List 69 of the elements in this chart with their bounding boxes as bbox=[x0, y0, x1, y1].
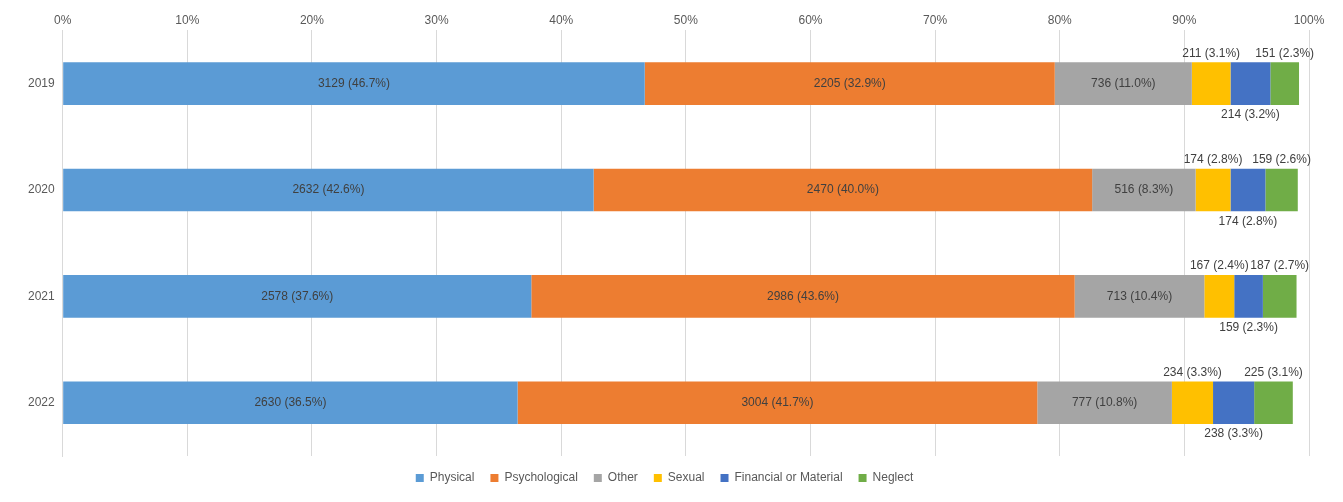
bar bbox=[1054, 62, 1192, 105]
data-label: 174 (2.8%) bbox=[1218, 213, 1278, 228]
data-label: 2630 (36.5%) bbox=[254, 395, 327, 410]
x-tick-label: 0% bbox=[54, 12, 72, 27]
bar bbox=[1171, 381, 1214, 425]
bar bbox=[531, 275, 1075, 318]
bar bbox=[1230, 62, 1271, 105]
data-label: 187 (2.7%) bbox=[1250, 258, 1310, 273]
y-tick-label: 2019 bbox=[27, 75, 56, 90]
data-label: 3129 (46.7%) bbox=[317, 75, 390, 90]
data-label: 736 (11.0%) bbox=[1091, 75, 1156, 90]
data-label: 151 (2.3%) bbox=[1255, 45, 1315, 60]
bar bbox=[517, 381, 1038, 425]
data-label: 2578 (37.6%) bbox=[261, 288, 334, 303]
x-tick-label: 20% bbox=[299, 12, 325, 27]
bar bbox=[1270, 62, 1300, 105]
x-tick-label: 50% bbox=[673, 12, 699, 27]
data-label: 2986 (43.6%) bbox=[766, 288, 840, 303]
x-tick-label: 80% bbox=[1047, 12, 1073, 27]
data-label: 174 (2.8%) bbox=[1183, 152, 1243, 167]
data-label: 167 (2.4%) bbox=[1189, 258, 1249, 273]
data-label: 2470 (40.0%) bbox=[806, 182, 879, 197]
bar bbox=[1191, 62, 1231, 105]
bar bbox=[1037, 381, 1172, 425]
x-tick-label: 90% bbox=[1172, 12, 1197, 27]
bar bbox=[63, 62, 645, 105]
bar bbox=[63, 275, 532, 318]
x-tick-label: 60% bbox=[798, 12, 823, 27]
data-label: 713 (10.4%) bbox=[1106, 288, 1173, 303]
data-label: 211 (3.1%) bbox=[1182, 45, 1241, 60]
bar bbox=[1254, 381, 1293, 425]
data-label: 214 (3.2%) bbox=[1221, 107, 1280, 122]
y-tick-label: 2020 bbox=[27, 182, 56, 197]
bar bbox=[63, 381, 518, 425]
x-tick-label: 10% bbox=[175, 12, 200, 27]
data-label: 777 (10.8%) bbox=[1071, 395, 1138, 410]
legend-label: Sexual bbox=[667, 470, 705, 485]
bar bbox=[1265, 168, 1298, 212]
bar bbox=[63, 168, 594, 212]
legend-label: Physical bbox=[429, 470, 475, 485]
data-label: 2205 (32.9%) bbox=[813, 75, 886, 90]
data-label: 225 (3.1%) bbox=[1244, 364, 1303, 379]
x-tick-label: 100% bbox=[1293, 12, 1325, 27]
data-label: 159 (2.6%) bbox=[1252, 152, 1311, 167]
bar bbox=[1195, 168, 1231, 212]
bar bbox=[1230, 168, 1266, 212]
bar bbox=[1262, 275, 1297, 318]
data-label: 238 (3.3%) bbox=[1204, 426, 1263, 441]
bar bbox=[1234, 275, 1263, 318]
x-tick-label: 70% bbox=[923, 12, 948, 27]
x-tick-label: 30% bbox=[424, 12, 449, 27]
data-label: 2632 (42.6%) bbox=[292, 182, 365, 197]
data-label: 234 (3.3%) bbox=[1163, 364, 1222, 379]
bar bbox=[1074, 275, 1205, 318]
legend-label: Financial or Material bbox=[734, 470, 843, 485]
y-tick-label: 2021 bbox=[27, 288, 56, 303]
bar bbox=[1213, 381, 1255, 425]
bar bbox=[1092, 168, 1196, 212]
bar bbox=[1204, 275, 1235, 318]
x-tick-label: 40% bbox=[549, 12, 574, 27]
y-tick-label: 2022 bbox=[27, 395, 56, 410]
data-label: 3004 (41.7%) bbox=[741, 395, 814, 410]
data-label: 159 (2.3%) bbox=[1219, 319, 1278, 334]
legend-label: Neglect bbox=[872, 470, 914, 485]
data-label: 516 (8.3%) bbox=[1114, 182, 1174, 197]
legend-label: Psychological bbox=[504, 470, 578, 485]
bar bbox=[593, 168, 1093, 212]
legend-label: Other bbox=[607, 470, 638, 485]
bar bbox=[644, 62, 1055, 105]
